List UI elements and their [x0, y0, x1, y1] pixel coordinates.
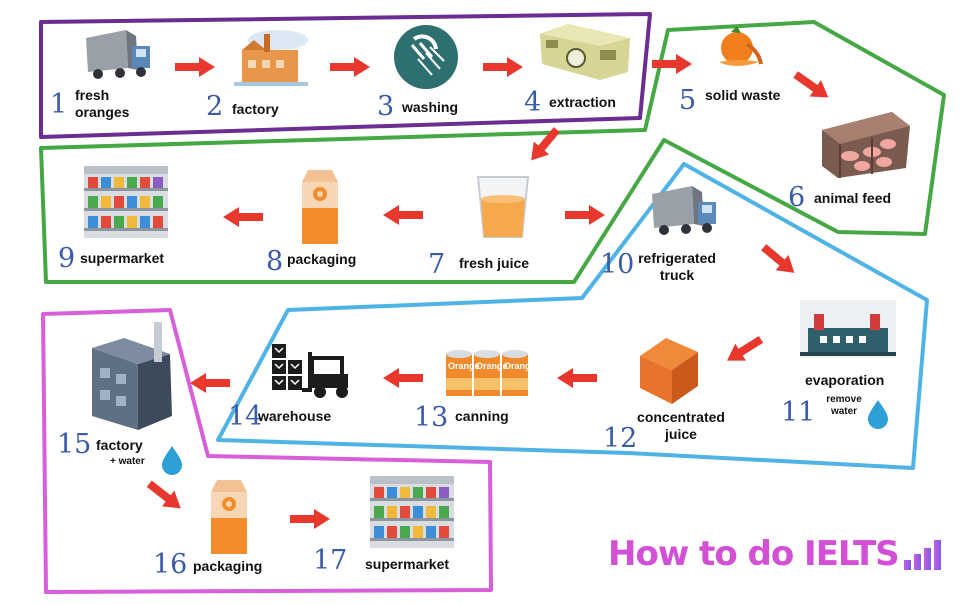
- juice-glass-icon: [476, 176, 530, 238]
- arrow-4-to-5: [652, 54, 692, 74]
- step-number-17: 17: [313, 545, 348, 576]
- step-number-6: 6: [788, 182, 806, 213]
- step-label-line: juice: [665, 426, 697, 442]
- step-label-5: solid waste: [705, 87, 781, 103]
- supermarket-shelves-icon: [84, 166, 168, 238]
- step-label-14: warehouse: [258, 408, 332, 424]
- step-number-5: 5: [679, 85, 697, 116]
- water-drop-icon: [868, 400, 888, 429]
- arrow-15-to-16: [146, 480, 181, 509]
- step-label-10: refrigerated truck: [630, 250, 724, 284]
- step-number-14: 14: [228, 401, 263, 432]
- extractor-machine-icon: [540, 24, 630, 80]
- arrow-12-to-13: [557, 368, 597, 388]
- arrow-3-to-4: [483, 57, 523, 77]
- step-label-2: factory: [232, 101, 279, 117]
- region-outline-pink: [41, 308, 493, 594]
- orange-peel-icon: [719, 26, 763, 66]
- water-drop-icon: [162, 446, 182, 475]
- pig-pen-icon: [822, 112, 910, 178]
- step-number-11: 11: [781, 397, 816, 428]
- step-number-8: 8: [266, 246, 284, 277]
- step-label-15: factory: [96, 437, 143, 453]
- arrow-7-to-8: [383, 205, 423, 225]
- step-number-4: 4: [524, 87, 542, 118]
- forklift-boxes-icon: [272, 344, 348, 398]
- step-label-line: refrigerated: [638, 250, 716, 266]
- arrow-10-to-11: [761, 244, 795, 273]
- arrow-13-to-14: [383, 368, 423, 388]
- step-number-15: 15: [57, 429, 92, 460]
- step-label-9: supermarket: [80, 250, 165, 266]
- step-number-9: 9: [58, 243, 76, 274]
- arrow-14-to-15: [190, 373, 230, 393]
- juice-carton-icon: [211, 480, 247, 554]
- step-label-line: oranges: [75, 104, 130, 120]
- step-label-11: evaporation: [805, 372, 885, 388]
- region-outline-blue: [216, 162, 929, 470]
- step-label-1: fresh oranges: [75, 87, 129, 121]
- step-label-line: concentrated: [637, 409, 725, 425]
- step-label-line: fresh: [75, 87, 110, 103]
- arrow-5-to-6: [793, 71, 829, 98]
- can-label: Orange: [448, 361, 480, 371]
- factory-chimney-icon: [92, 322, 172, 430]
- step-label-16: packaging: [193, 558, 263, 574]
- step-number-16: 16: [153, 549, 188, 580]
- step-number-10: 10: [600, 249, 635, 280]
- arrow-1-to-2: [175, 57, 215, 77]
- flow-arrows: [146, 54, 829, 529]
- brand-logo-text: How to do IELTS: [608, 534, 900, 574]
- step-note-11: remove water: [822, 394, 866, 418]
- step-number-12: 12: [603, 423, 638, 454]
- arrow-7-to-10: [565, 205, 605, 225]
- step-label-17: supermarket: [365, 556, 450, 572]
- step-number-1: 1: [50, 89, 68, 120]
- evaporation-plant-icon: [800, 300, 896, 358]
- region-outline-purple: [39, 12, 652, 139]
- factory-icon: [234, 30, 308, 86]
- arrow-16-to-17: [290, 509, 330, 529]
- signal-bars-icon: [904, 540, 941, 570]
- concentrate-cube-icon: [640, 338, 698, 404]
- step-label-4: extraction: [549, 94, 616, 110]
- step-label-line: truck: [659, 267, 695, 283]
- arrow-4-to-7: [531, 127, 560, 161]
- truck-icon: [652, 186, 716, 235]
- step-note-15: + water: [110, 456, 145, 467]
- step-label-13: canning: [455, 408, 509, 424]
- supermarket-shelves-icon: [370, 476, 454, 548]
- truck-icon: [86, 30, 150, 79]
- can-label: Orange: [504, 361, 536, 371]
- step-note-line: remove: [826, 394, 862, 405]
- step-note-line: water: [830, 406, 858, 417]
- arrow-11-to-12: [727, 336, 764, 361]
- step-label-3: washing: [402, 99, 459, 115]
- region-outline-green: [39, 20, 946, 284]
- step-label-7: fresh juice: [459, 255, 530, 271]
- arrow-8-to-9: [223, 207, 263, 227]
- orange-cans-icon: [446, 350, 528, 396]
- step-number-13: 13: [414, 402, 449, 433]
- step-label-8: packaging: [287, 251, 357, 267]
- step-number-3: 3: [377, 91, 395, 122]
- step-label-6: animal feed: [814, 190, 892, 206]
- shower-icon: [394, 25, 458, 89]
- step-label-12: concentrated juice: [626, 409, 736, 443]
- step-number-2: 2: [206, 91, 224, 122]
- can-label: Orange: [476, 361, 508, 371]
- juice-carton-icon: [302, 170, 338, 244]
- arrow-2-to-3: [330, 57, 370, 77]
- step-number-7: 7: [428, 249, 446, 280]
